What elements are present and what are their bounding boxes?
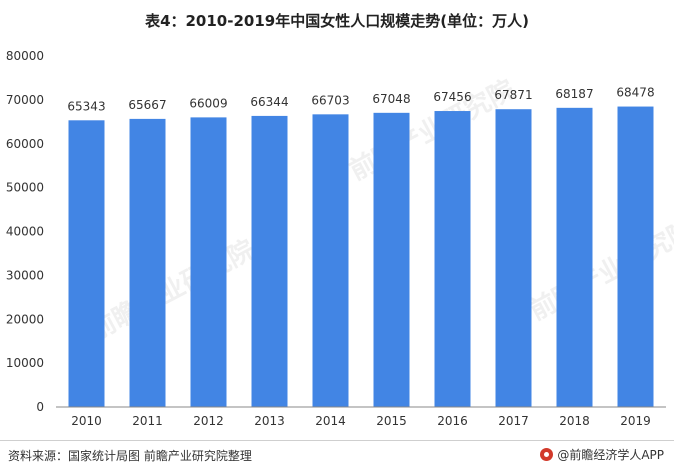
bar <box>190 117 227 408</box>
y-tick-label: 60000 <box>6 137 44 151</box>
x-tick-label: 2013 <box>254 414 285 428</box>
data-label: 67871 <box>494 88 532 102</box>
y-tick-label: 80000 <box>6 49 44 63</box>
data-label: 66703 <box>311 93 349 107</box>
x-tick-label: 2017 <box>498 414 529 428</box>
y-tick-label: 50000 <box>6 181 44 195</box>
bar <box>68 120 105 407</box>
bar <box>129 118 166 407</box>
x-tick-label: 2019 <box>620 414 651 428</box>
brand-logo-icon <box>540 448 554 461</box>
y-tick-label: 70000 <box>6 93 44 107</box>
y-tick-label: 30000 <box>6 268 44 282</box>
data-label: 65667 <box>128 98 166 112</box>
y-tick-label: 40000 <box>6 225 44 239</box>
bar <box>251 115 288 407</box>
brand: @前瞻经济学人APP <box>540 446 664 463</box>
data-label: 65343 <box>67 99 105 113</box>
x-tick-label: 2018 <box>559 414 590 428</box>
x-tick-label: 2012 <box>193 414 224 428</box>
x-tick-label: 2015 <box>376 414 407 428</box>
bar <box>434 111 471 407</box>
source-note: 资料来源：国家统计局图 前瞻产业研究院整理 <box>8 449 252 463</box>
data-label: 67456 <box>433 90 471 104</box>
x-tick-label: 2016 <box>437 414 468 428</box>
x-tick-label: 2011 <box>132 414 163 428</box>
data-label: 66344 <box>250 95 288 109</box>
bar <box>312 114 349 408</box>
bar <box>495 109 532 407</box>
data-label: 66009 <box>189 96 227 110</box>
y-tick-label: 20000 <box>6 312 44 326</box>
y-tick-label: 10000 <box>6 356 44 370</box>
bar <box>617 106 654 408</box>
brand-label: @前瞻经济学人APP <box>557 448 664 462</box>
chart-title: 表4：2010-2019年中国女性人口规模走势(单位：万人) <box>145 12 529 30</box>
data-label: 67048 <box>372 92 410 106</box>
data-label: 68187 <box>555 87 593 101</box>
footer: 资料来源：国家统计局图 前瞻产业研究院整理 @前瞻经济学人APP <box>0 440 674 472</box>
y-tick-label: 0 <box>36 400 44 414</box>
bar <box>373 112 410 407</box>
bar-chart: 0 10000 20000 30000 40000 50000 60000 70000 8000… <box>6 49 666 428</box>
x-tick-label: 2014 <box>315 414 346 428</box>
x-tick-label: 2010 <box>71 414 102 428</box>
data-label: 68478 <box>616 86 654 100</box>
bar <box>556 107 593 408</box>
